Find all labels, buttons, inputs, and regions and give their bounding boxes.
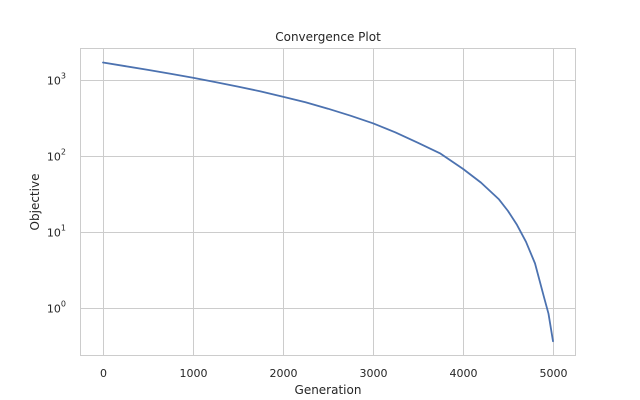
x-axis-label: Generation	[295, 383, 362, 397]
series-layer	[102, 61, 554, 343]
y-axis-label: Objective	[28, 174, 42, 231]
y-tick-label: 101	[47, 224, 66, 240]
plot-frame	[80, 48, 576, 356]
x-tick-label: 5000	[540, 367, 568, 380]
x-tick-label: 0	[100, 367, 107, 380]
x-tick-label: 2000	[270, 367, 298, 380]
series-line	[102, 61, 554, 343]
y-tick-labels: 100 101 102 103	[47, 72, 66, 316]
x-tick-label: 4000	[450, 367, 478, 380]
chart-title: Convergence Plot	[275, 30, 381, 44]
x-tick-label: 3000	[360, 367, 388, 380]
grid-lines	[80, 48, 576, 356]
x-tick-labels: 0 1000 2000 3000 4000 5000	[100, 367, 568, 380]
y-tick-label: 102	[47, 148, 66, 164]
y-tick-label: 103	[47, 72, 66, 88]
y-tick-label: 100	[47, 300, 66, 316]
x-tick-label: 1000	[180, 367, 208, 380]
